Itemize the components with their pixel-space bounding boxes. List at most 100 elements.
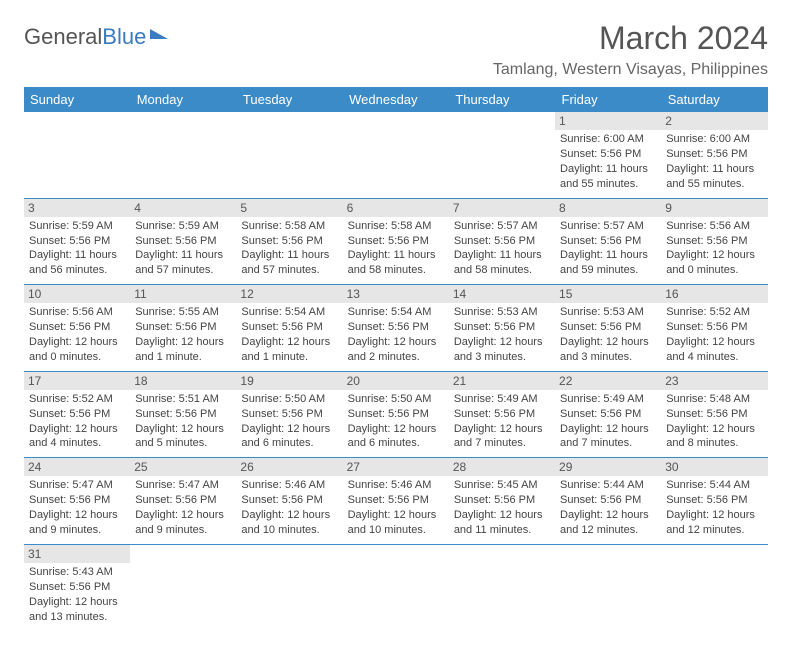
- empty-cell: [236, 544, 342, 630]
- day-cell: 29Sunrise: 5:44 AMSunset: 5:56 PMDayligh…: [555, 458, 661, 545]
- daylight-text: Daylight: 12 hours and 5 minutes.: [135, 422, 231, 452]
- sunrise-text: Sunrise: 5:57 AM: [560, 219, 656, 234]
- day-number: 4: [130, 199, 236, 217]
- daylight-text: Daylight: 12 hours and 9 minutes.: [29, 508, 125, 538]
- day-cell: 9Sunrise: 5:56 AMSunset: 5:56 PMDaylight…: [661, 198, 767, 285]
- sunset-text: Sunset: 5:56 PM: [666, 320, 762, 335]
- sunrise-text: Sunrise: 5:47 AM: [29, 478, 125, 493]
- sunset-text: Sunset: 5:56 PM: [241, 320, 337, 335]
- day-cell: 19Sunrise: 5:50 AMSunset: 5:56 PMDayligh…: [236, 371, 342, 458]
- sunrise-text: Sunrise: 5:54 AM: [348, 305, 444, 320]
- day-header: Wednesday: [343, 87, 449, 112]
- location-subtitle: Tamlang, Western Visayas, Philippines: [493, 61, 768, 79]
- day-cell: 6Sunrise: 5:58 AMSunset: 5:56 PMDaylight…: [343, 198, 449, 285]
- logo-triangle-icon: [150, 29, 168, 39]
- sunrise-text: Sunrise: 6:00 AM: [666, 132, 762, 147]
- daylight-text: Daylight: 11 hours and 57 minutes.: [135, 248, 231, 278]
- day-number: 14: [449, 285, 555, 303]
- day-cell: 1Sunrise: 6:00 AMSunset: 5:56 PMDaylight…: [555, 112, 661, 198]
- day-header: Sunday: [24, 87, 130, 112]
- day-cell: 22Sunrise: 5:49 AMSunset: 5:56 PMDayligh…: [555, 371, 661, 458]
- month-title: March 2024: [493, 20, 768, 57]
- day-cell: 14Sunrise: 5:53 AMSunset: 5:56 PMDayligh…: [449, 285, 555, 372]
- sunset-text: Sunset: 5:56 PM: [29, 320, 125, 335]
- daylight-text: Daylight: 12 hours and 8 minutes.: [666, 422, 762, 452]
- daylight-text: Daylight: 11 hours and 58 minutes.: [454, 248, 550, 278]
- day-number: 28: [449, 458, 555, 476]
- daylight-text: Daylight: 12 hours and 11 minutes.: [454, 508, 550, 538]
- day-cell: 24Sunrise: 5:47 AMSunset: 5:56 PMDayligh…: [24, 458, 130, 545]
- sunset-text: Sunset: 5:56 PM: [29, 407, 125, 422]
- daylight-text: Daylight: 12 hours and 2 minutes.: [348, 335, 444, 365]
- day-number: 1: [555, 112, 661, 130]
- sunrise-text: Sunrise: 5:56 AM: [666, 219, 762, 234]
- sunrise-text: Sunrise: 5:44 AM: [560, 478, 656, 493]
- day-cell: 8Sunrise: 5:57 AMSunset: 5:56 PMDaylight…: [555, 198, 661, 285]
- daylight-text: Daylight: 11 hours and 56 minutes.: [29, 248, 125, 278]
- day-number: 31: [24, 545, 130, 563]
- calendar-row: 3Sunrise: 5:59 AMSunset: 5:56 PMDaylight…: [24, 198, 768, 285]
- day-cell: 15Sunrise: 5:53 AMSunset: 5:56 PMDayligh…: [555, 285, 661, 372]
- empty-cell: [449, 112, 555, 198]
- sunset-text: Sunset: 5:56 PM: [348, 234, 444, 249]
- calendar-row: 10Sunrise: 5:56 AMSunset: 5:56 PMDayligh…: [24, 285, 768, 372]
- daylight-text: Daylight: 12 hours and 10 minutes.: [241, 508, 337, 538]
- daylight-text: Daylight: 11 hours and 55 minutes.: [666, 162, 762, 192]
- day-number: 30: [661, 458, 767, 476]
- sunrise-text: Sunrise: 5:46 AM: [348, 478, 444, 493]
- day-cell: 21Sunrise: 5:49 AMSunset: 5:56 PMDayligh…: [449, 371, 555, 458]
- daylight-text: Daylight: 11 hours and 55 minutes.: [560, 162, 656, 192]
- daylight-text: Daylight: 12 hours and 7 minutes.: [560, 422, 656, 452]
- sunset-text: Sunset: 5:56 PM: [560, 234, 656, 249]
- sunrise-text: Sunrise: 5:48 AM: [666, 392, 762, 407]
- day-number: 21: [449, 372, 555, 390]
- calendar-row: 31Sunrise: 5:43 AMSunset: 5:56 PMDayligh…: [24, 544, 768, 630]
- day-number: 15: [555, 285, 661, 303]
- sunrise-text: Sunrise: 5:43 AM: [29, 565, 125, 580]
- sunset-text: Sunset: 5:56 PM: [29, 493, 125, 508]
- sunset-text: Sunset: 5:56 PM: [666, 234, 762, 249]
- day-cell: 25Sunrise: 5:47 AMSunset: 5:56 PMDayligh…: [130, 458, 236, 545]
- sunset-text: Sunset: 5:56 PM: [454, 407, 550, 422]
- day-number: 25: [130, 458, 236, 476]
- daylight-text: Daylight: 12 hours and 3 minutes.: [560, 335, 656, 365]
- day-number: 2: [661, 112, 767, 130]
- day-number: 29: [555, 458, 661, 476]
- sunset-text: Sunset: 5:56 PM: [454, 493, 550, 508]
- daylight-text: Daylight: 12 hours and 10 minutes.: [348, 508, 444, 538]
- empty-cell: [343, 112, 449, 198]
- daylight-text: Daylight: 11 hours and 57 minutes.: [241, 248, 337, 278]
- sunset-text: Sunset: 5:56 PM: [348, 320, 444, 335]
- day-number: 3: [24, 199, 130, 217]
- day-cell: 12Sunrise: 5:54 AMSunset: 5:56 PMDayligh…: [236, 285, 342, 372]
- sunrise-text: Sunrise: 5:52 AM: [29, 392, 125, 407]
- day-cell: 23Sunrise: 5:48 AMSunset: 5:56 PMDayligh…: [661, 371, 767, 458]
- day-number: 18: [130, 372, 236, 390]
- day-cell: 13Sunrise: 5:54 AMSunset: 5:56 PMDayligh…: [343, 285, 449, 372]
- sunrise-text: Sunrise: 5:44 AM: [666, 478, 762, 493]
- sunset-text: Sunset: 5:56 PM: [241, 493, 337, 508]
- sunset-text: Sunset: 5:56 PM: [241, 234, 337, 249]
- sunset-text: Sunset: 5:56 PM: [560, 407, 656, 422]
- sunset-text: Sunset: 5:56 PM: [454, 234, 550, 249]
- empty-cell: [130, 112, 236, 198]
- logo: GeneralBlue: [24, 24, 168, 50]
- daylight-text: Daylight: 12 hours and 1 minute.: [241, 335, 337, 365]
- day-cell: 7Sunrise: 5:57 AMSunset: 5:56 PMDaylight…: [449, 198, 555, 285]
- empty-cell: [449, 544, 555, 630]
- sunrise-text: Sunrise: 5:59 AM: [29, 219, 125, 234]
- sunrise-text: Sunrise: 5:58 AM: [348, 219, 444, 234]
- sunset-text: Sunset: 5:56 PM: [348, 407, 444, 422]
- day-cell: 17Sunrise: 5:52 AMSunset: 5:56 PMDayligh…: [24, 371, 130, 458]
- empty-cell: [236, 112, 342, 198]
- sunset-text: Sunset: 5:56 PM: [29, 580, 125, 595]
- sunset-text: Sunset: 5:56 PM: [241, 407, 337, 422]
- sunrise-text: Sunrise: 5:49 AM: [560, 392, 656, 407]
- empty-cell: [130, 544, 236, 630]
- day-number: 20: [343, 372, 449, 390]
- day-cell: 16Sunrise: 5:52 AMSunset: 5:56 PMDayligh…: [661, 285, 767, 372]
- day-header-row: Sunday Monday Tuesday Wednesday Thursday…: [24, 87, 768, 112]
- daylight-text: Daylight: 12 hours and 1 minute.: [135, 335, 231, 365]
- day-cell: 28Sunrise: 5:45 AMSunset: 5:56 PMDayligh…: [449, 458, 555, 545]
- daylight-text: Daylight: 12 hours and 6 minutes.: [348, 422, 444, 452]
